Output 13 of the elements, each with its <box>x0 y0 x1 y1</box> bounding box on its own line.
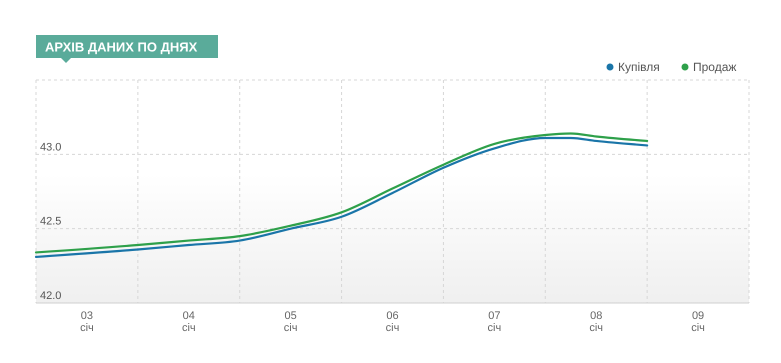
y-tick-label: 42.0 <box>40 290 62 302</box>
chart-title: АРХІВ ДАНИХ ПО ДНЯХ <box>45 40 198 54</box>
x-tick-label: 07 січ <box>488 310 502 334</box>
x-tick-label: 03 січ <box>80 310 94 334</box>
x-tick-label: 04 січ <box>182 310 196 334</box>
x-tick-label: 05 січ <box>284 310 298 334</box>
y-tick-label: 42.5 <box>40 216 62 228</box>
x-tick-label: 09 січ <box>691 310 705 334</box>
legend-label: Продаж <box>693 60 736 74</box>
x-tick-label: 08 січ <box>589 310 604 334</box>
x-tick-label: 06 січ <box>386 310 400 334</box>
legend-label: Купівля <box>618 60 660 74</box>
y-tick-label: 43.0 <box>40 141 62 154</box>
